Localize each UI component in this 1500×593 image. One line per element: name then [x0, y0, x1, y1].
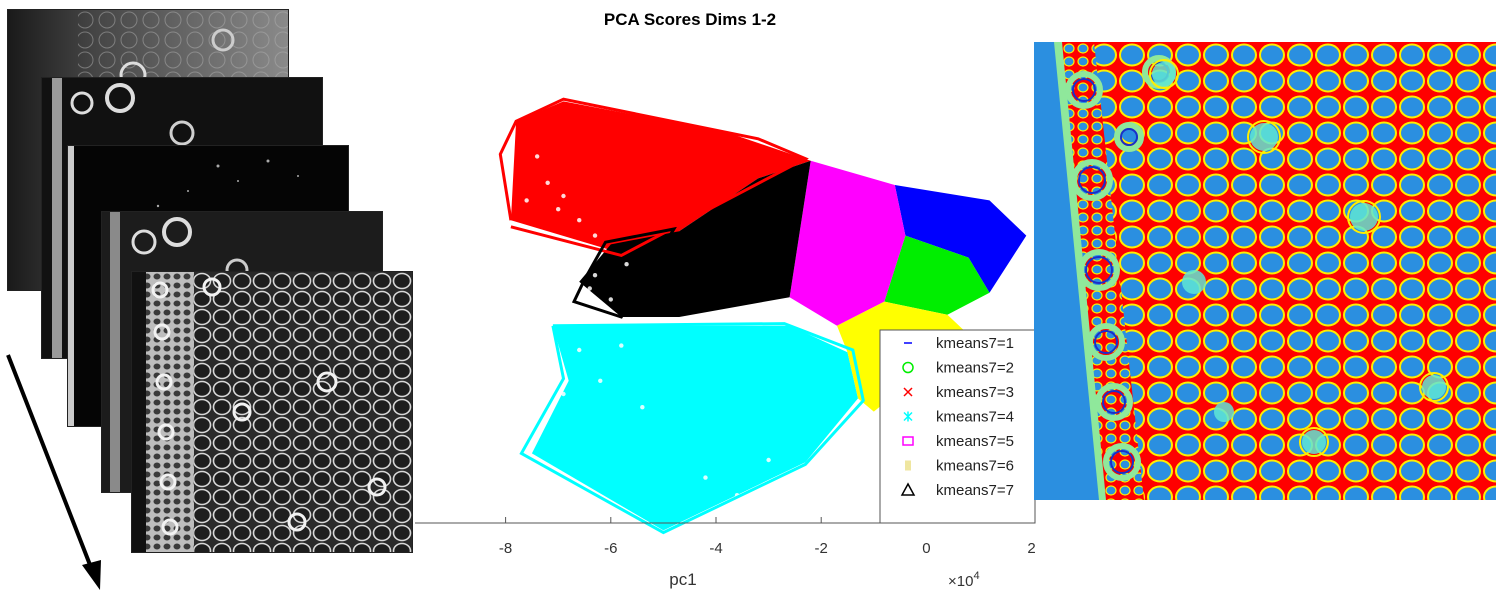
cluster-region-1	[894, 185, 1027, 293]
scatter-point	[545, 180, 550, 185]
chart-title: PCA Scores Dims 1-2	[604, 10, 776, 29]
scatter-point	[577, 347, 582, 353]
scatter-point	[561, 391, 566, 397]
cluster-region-2	[884, 235, 990, 315]
scatter-point	[577, 218, 582, 223]
legend-label-5: kmeans7=5	[936, 433, 1014, 450]
image-slice-5	[132, 272, 412, 552]
scatter-point	[619, 343, 624, 348]
legend-marker-5	[902, 436, 914, 446]
ring-structures	[1065, 55, 1176, 481]
scatter-point	[703, 475, 708, 480]
scatter-point	[766, 457, 771, 463]
cluster-hull-4	[519, 322, 865, 535]
segmentation-map	[1034, 42, 1496, 500]
scatter-point	[524, 198, 529, 203]
segmentation-canvas	[1034, 42, 1496, 500]
legend-entry-7: kmeans7=7	[900, 482, 1014, 499]
legend-entry-5: kmeans7=5	[902, 433, 1014, 450]
legend-label-3: kmeans7=3	[936, 384, 1014, 401]
chart-canvas: PCA Scores Dims 1-2 -8 -6 -4 -2 0 2 pc1 ×104 …	[415, 10, 1036, 590]
x-tick-label: -2	[815, 540, 828, 557]
cluster-region-4	[531, 325, 858, 531]
scatter-point	[608, 297, 613, 302]
scatter-point	[561, 193, 566, 199]
cluster-region-5	[789, 160, 906, 326]
legend-label-4: kmeans7=4	[936, 409, 1014, 426]
scatter-point	[624, 262, 629, 267]
legend-entry-4: kmeans7=4	[903, 409, 1014, 426]
scatter-point	[592, 273, 598, 278]
image-stack	[0, 0, 420, 593]
scatter-point	[534, 154, 540, 159]
x-axis-exponent-power: 4	[973, 570, 979, 582]
slice-5-texture	[132, 272, 412, 552]
legend-marker-6	[905, 460, 911, 471]
legend-marker-2	[902, 361, 914, 374]
scatter-point	[598, 378, 603, 383]
x-tick-label: -6	[604, 540, 617, 557]
legend-entry-6: kmeans7=6	[905, 458, 1014, 475]
x-axis-label: pc1	[669, 570, 696, 589]
scatter-point	[587, 286, 592, 291]
legend-label-2: kmeans7=2	[936, 360, 1014, 377]
x-tick-label: -8	[499, 540, 512, 557]
x-tick-label: 2	[1027, 540, 1035, 557]
x-axis-ticks: -8 -6 -4 -2 0 2	[499, 517, 1036, 557]
cluster-hull-7	[571, 226, 677, 319]
legend-label-1: kmeans7=1	[936, 335, 1014, 352]
x-tick-label: -4	[709, 540, 722, 557]
cluster-hull-3	[498, 97, 809, 257]
scatter-point	[556, 207, 561, 212]
cluster-region-3	[510, 101, 811, 254]
legend-marker-3	[903, 387, 913, 397]
chart-legend: kmeans7=1 kmeans7=2 kmeans7=3 kmeans7=4 kmea…	[879, 329, 1036, 524]
pca-scatter-chart: PCA Scores Dims 1-2 -8 -6 -4 -2 0 2 pc1 ×104 …	[400, 0, 1040, 593]
cluster-region-7	[579, 160, 811, 317]
legend-entry-2: kmeans7=2	[902, 360, 1014, 377]
scatter-point	[592, 233, 598, 238]
cluster-regions	[510, 101, 1027, 531]
legend-label-6: kmeans7=6	[936, 458, 1014, 475]
x-axis-exponent: ×104	[948, 570, 980, 590]
legend-marker-4	[903, 411, 913, 422]
legend-entry-1: kmeans7=1	[904, 335, 1014, 352]
legend-entry-3: kmeans7=3	[903, 384, 1014, 401]
x-tick-label: 0	[922, 540, 930, 557]
legend-marker-7	[900, 482, 916, 496]
legend-label-7: kmeans7=7	[936, 482, 1014, 499]
legend-box	[879, 329, 1036, 524]
cluster-hull-outlines	[498, 97, 865, 535]
scatter-point	[640, 405, 645, 410]
x-axis-exponent-base: ×10	[948, 573, 973, 590]
